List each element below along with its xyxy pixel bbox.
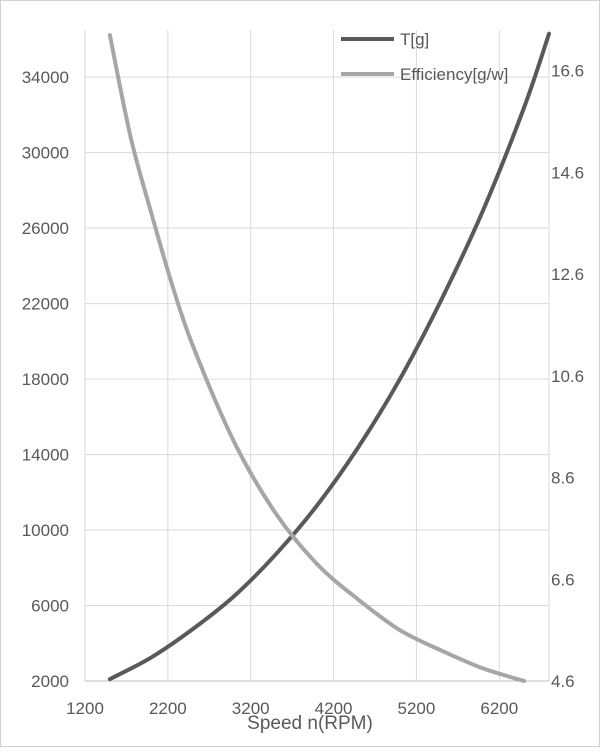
x-axis-ticks: 1200 2200 3200 4200 5200 6200 [66,699,518,718]
x-tick-label: 2200 [149,699,187,718]
right-tick-label: 14.6 [551,163,584,182]
right-tick-label: 10.6 [551,367,584,386]
right-axis-ticks: 4.6 6.6 8.6 10.6 12.6 14.6 16.6 [551,62,584,691]
legend-label: T[g] [400,30,429,49]
left-tick-label: 6000 [31,597,69,616]
legend: T[g] Efficiency[g/w] [341,30,508,84]
series-line-efficiency [107,33,527,683]
left-tick-label: 34000 [22,68,69,87]
legend-label: Efficiency[g/w] [400,65,508,84]
left-axis-ticks: 2000 6000 10000 14000 18000 22000 26000 30000 34… [22,68,69,691]
x-tick-label: 3200 [232,699,270,718]
x-tick-label: 1200 [66,699,104,718]
right-tick-label: 16.6 [551,62,584,81]
right-tick-label: 6.6 [551,570,575,589]
x-tick-label: 4200 [315,699,353,718]
right-tick-label: 4.6 [551,672,575,691]
series-line-thrust [107,31,551,682]
x-axis-title: Speed n(RPM) [247,713,373,734]
left-tick-label: 30000 [22,144,69,163]
x-tick-label: 6200 [480,699,518,718]
left-tick-label: 18000 [22,370,69,389]
left-tick-label: 14000 [22,446,69,465]
left-tick-label: 26000 [22,219,69,238]
series-lines [107,31,551,683]
right-tick-label: 12.6 [551,265,584,284]
left-tick-label: 2000 [31,672,69,691]
grid [84,30,550,682]
right-tick-label: 8.6 [551,469,575,488]
x-tick-label: 5200 [398,699,436,718]
left-tick-label: 10000 [22,521,69,540]
left-tick-label: 22000 [22,295,69,314]
